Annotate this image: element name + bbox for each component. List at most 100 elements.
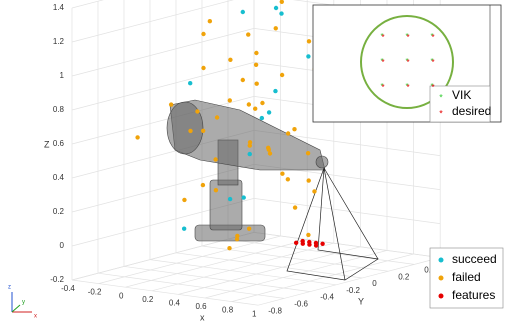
inset-point: *	[381, 33, 384, 42]
x-tick-label: 0.6	[195, 302, 207, 311]
z-tick-label: -0.2	[50, 275, 64, 284]
point	[246, 32, 250, 36]
point	[260, 101, 264, 105]
point	[248, 152, 252, 156]
z-tick-label: 1.4	[53, 3, 65, 12]
grid-line	[99, 236, 281, 284]
inset-point: *	[431, 58, 434, 67]
legend-label: features	[452, 288, 495, 302]
point	[320, 242, 324, 246]
x-tick-label: 0	[119, 291, 124, 300]
grid-line	[98, 273, 284, 298]
inset-point: *	[406, 33, 409, 42]
point	[255, 82, 259, 86]
x-tick-label: -0.4	[61, 284, 75, 293]
point	[307, 178, 311, 182]
point	[247, 102, 251, 106]
point	[242, 195, 246, 199]
z-tick-label: 0.4	[53, 173, 65, 182]
y-tick-label: -0.8	[268, 306, 282, 315]
orientation-triad: z y x	[8, 285, 37, 320]
robot-arm	[167, 100, 328, 241]
point	[293, 205, 297, 209]
legend-swatch	[439, 258, 444, 263]
point	[274, 6, 278, 10]
point	[254, 63, 258, 67]
triad-label: z	[8, 285, 11, 291]
z-tick-label: 0.8	[53, 105, 65, 114]
point	[267, 148, 271, 152]
point	[286, 131, 290, 135]
inset-legend-swatch: *	[439, 92, 443, 102]
legend-swatch	[439, 276, 444, 281]
point	[182, 198, 186, 202]
y-tick-label: -0.2	[346, 286, 360, 295]
x-tick-label: 0.2	[142, 295, 154, 304]
camera-frustum	[287, 168, 378, 280]
point	[254, 51, 258, 55]
z-tick-label: 0	[60, 241, 65, 250]
point	[279, 11, 283, 15]
point	[307, 39, 311, 43]
grid-line	[72, 28, 254, 76]
x-tick-label: -0.2	[88, 288, 102, 297]
grid-line	[150, 260, 336, 285]
point	[201, 66, 205, 70]
y-tick-label: 0	[372, 279, 377, 288]
point	[280, 73, 284, 77]
x-axis-label: x	[200, 312, 205, 322]
point	[312, 189, 316, 193]
point	[228, 98, 232, 102]
point	[267, 110, 271, 114]
point	[182, 227, 186, 231]
point	[227, 246, 231, 250]
point	[286, 177, 290, 181]
point	[188, 81, 192, 85]
point	[280, 172, 284, 176]
point	[208, 19, 212, 23]
triad-label: y	[22, 300, 25, 306]
grid-line	[125, 240, 307, 288]
inset-point: *	[431, 33, 434, 42]
z-tick-label: 0.2	[53, 207, 65, 216]
z-tick-label: 0.6	[53, 139, 65, 148]
inset-legend-label: VIK	[452, 88, 471, 102]
legend-label: succeed	[452, 252, 497, 266]
inset-point: *	[431, 83, 434, 92]
point	[306, 151, 310, 155]
point	[274, 26, 278, 30]
point	[241, 78, 245, 82]
inset-point: *	[406, 83, 409, 92]
legend-label: failed	[452, 270, 481, 284]
z-tick-label: 1.2	[53, 37, 65, 46]
z-tick-label: 1	[60, 71, 65, 80]
point	[235, 237, 239, 241]
point	[214, 188, 218, 192]
point	[260, 116, 264, 120]
grid-line	[178, 247, 360, 295]
point	[268, 151, 272, 155]
point	[213, 157, 217, 161]
point	[273, 89, 277, 93]
grid-line	[124, 266, 310, 291]
inset-point: *	[406, 58, 409, 67]
y-axis-label: Y	[358, 296, 364, 306]
point	[215, 115, 219, 119]
point	[228, 58, 232, 62]
point	[307, 240, 311, 244]
point	[195, 109, 199, 113]
point	[169, 102, 173, 106]
point	[300, 239, 304, 243]
point	[201, 129, 205, 133]
point	[294, 241, 298, 245]
point	[241, 10, 245, 14]
point	[292, 127, 296, 131]
inset-legend-swatch: *	[439, 108, 443, 118]
grid-line	[152, 243, 334, 291]
point	[306, 233, 310, 237]
x-tick-label: 0.8	[222, 306, 234, 315]
point	[201, 183, 205, 187]
grid-line	[254, 232, 440, 257]
y-tick-label: -0.6	[294, 300, 308, 309]
grid-line	[254, 198, 440, 223]
